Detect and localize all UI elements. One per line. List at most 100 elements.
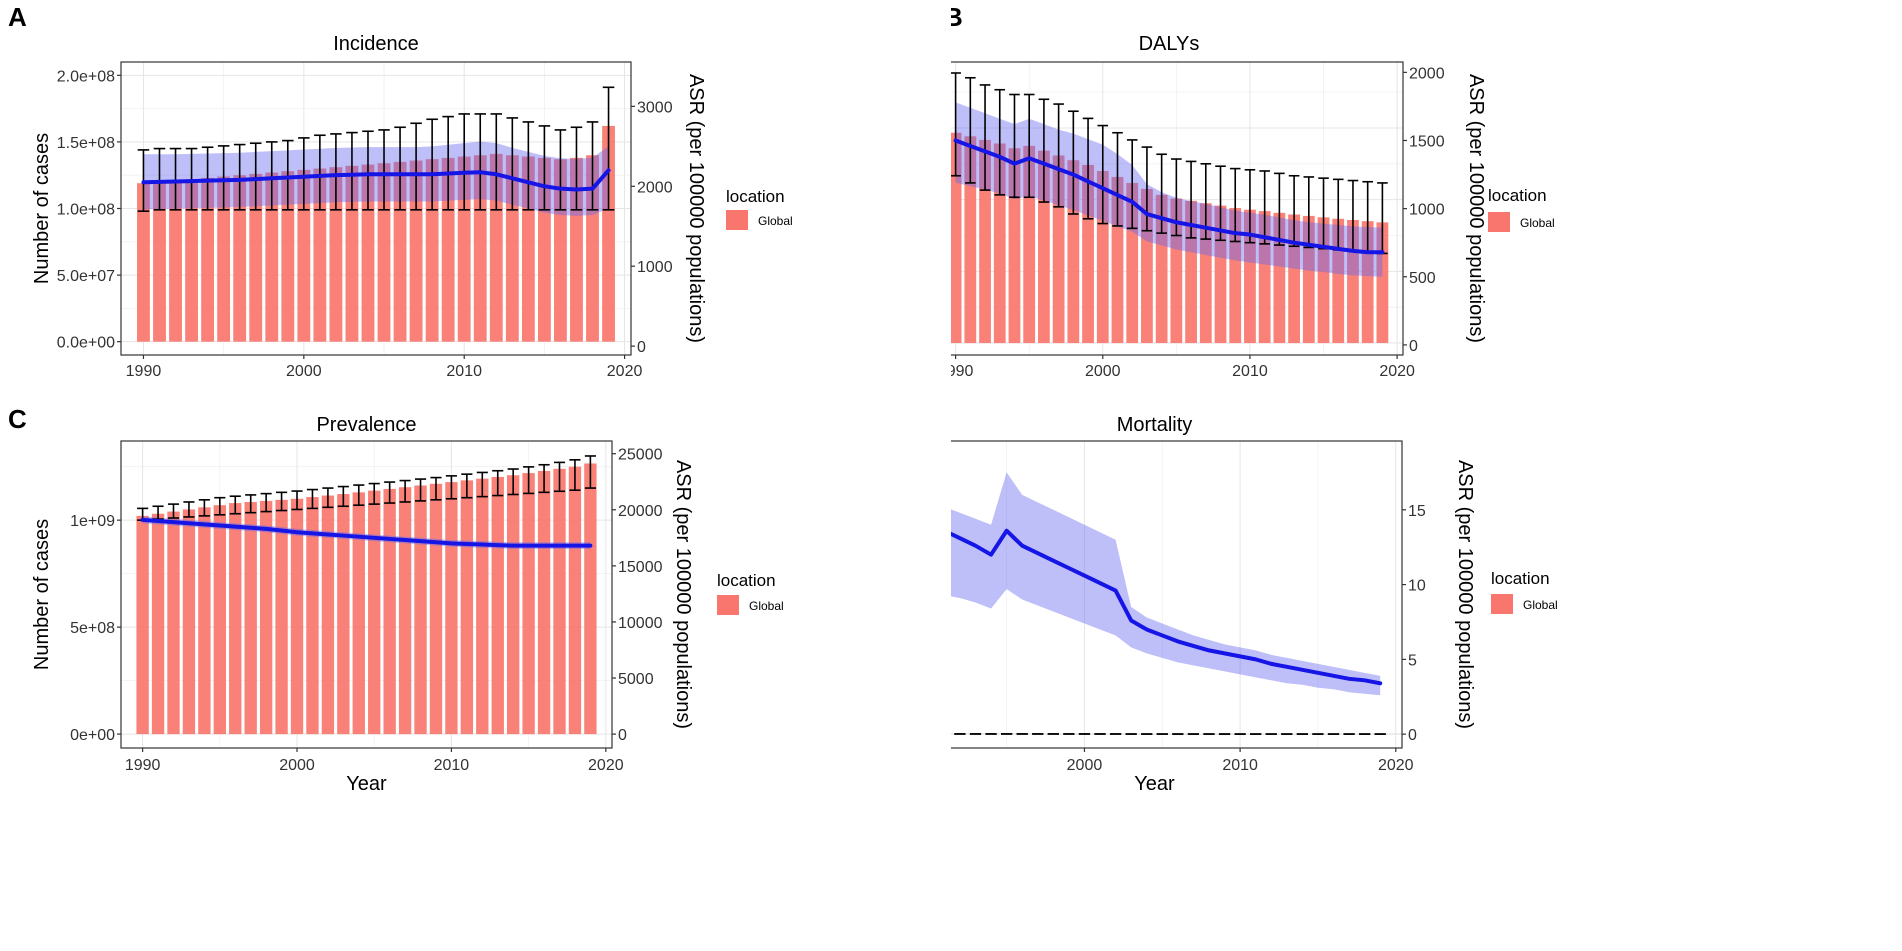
bar (337, 494, 350, 735)
x-tick-label: 2020 (1378, 757, 1414, 774)
error-bar (522, 121, 535, 211)
x-axis-title: Year (1134, 773, 1175, 795)
bar (1273, 212, 1286, 344)
y2-tick-label: 15 (1408, 503, 1426, 520)
error-bar (394, 126, 406, 211)
bar (537, 157, 551, 342)
bar (425, 159, 439, 342)
bar (1347, 219, 1359, 344)
bar (1376, 222, 1389, 344)
bar (1023, 145, 1036, 344)
bar (1082, 165, 1094, 344)
y-tick-label: 1.0e+08 (57, 202, 115, 219)
bar (473, 155, 487, 342)
bar (383, 488, 396, 735)
panel-prevalence: 1990 2000 2010 2020 0e+00 5e+08 1e+09 0 5000 1000… (0, 404, 951, 951)
bar (1141, 188, 1153, 344)
legend-title: location (726, 187, 785, 206)
x-tick-label: 1990 (126, 363, 162, 380)
error-bar (1141, 146, 1153, 232)
x-tick-label: 2010 (1222, 757, 1258, 774)
bar (429, 483, 443, 735)
error-bar (217, 145, 230, 211)
bar (568, 466, 582, 735)
y2-tick-label: 5 (1408, 652, 1417, 669)
x-tick-label: 2000 (279, 757, 315, 774)
error-bar (410, 122, 422, 211)
legend-swatch (717, 595, 739, 615)
bar (244, 501, 257, 735)
y-tick-label: 2.0e+08 (57, 68, 115, 85)
error-bar (1112, 131, 1123, 227)
error-bar (1038, 98, 1050, 203)
error-bar (492, 469, 504, 497)
bar (505, 155, 519, 342)
error-bar (1229, 167, 1241, 243)
bar (1288, 214, 1300, 344)
y2-tick-label: 5000 (618, 671, 654, 688)
legend-swatch (1488, 212, 1510, 232)
y2-tick-label: 15000 (618, 559, 663, 576)
bar-series (136, 463, 597, 735)
y-axis-title: Number of cases (31, 519, 53, 670)
bar (213, 505, 226, 735)
bar (151, 513, 165, 735)
y-tick-label: 5.0e+07 (57, 268, 115, 285)
error-bar (260, 492, 272, 513)
x-tick-label: 1990 (125, 757, 161, 774)
bar (1332, 218, 1345, 344)
x-axis-title: Year (346, 773, 387, 795)
bar (584, 463, 597, 735)
error-bar (414, 478, 427, 502)
bar (259, 500, 273, 735)
y-axis-title: Number of cases (31, 133, 53, 284)
bar (265, 172, 279, 342)
error-bar (314, 134, 326, 211)
error-bars (137, 455, 596, 521)
error-bar (476, 471, 488, 498)
error-bar (322, 487, 334, 509)
bar (476, 478, 489, 735)
error-bar (167, 503, 180, 519)
bar (409, 160, 423, 342)
chart-title: DALYs (1139, 33, 1200, 55)
bar (137, 183, 150, 342)
bar (313, 168, 327, 342)
asr-line (953, 138, 1385, 255)
y2-axis-title: ASR (per 100000 populations) (1465, 74, 1487, 343)
bar (586, 155, 599, 342)
error-bar (282, 139, 294, 211)
bar (964, 136, 977, 344)
error-bars (137, 86, 615, 212)
chart-svg: 1990200020102020025000050000075000010000… (951, 414, 1558, 795)
error-bar (426, 118, 438, 211)
y2-axis-title: ASR (per 100000 populations) (672, 460, 694, 729)
error-bar (306, 488, 319, 510)
panel-label: C (8, 404, 27, 434)
bar (602, 125, 615, 342)
error-bar (368, 482, 380, 505)
y-tick-label: 1.5e+08 (57, 135, 115, 152)
error-bar (490, 113, 503, 211)
error-bar (1068, 110, 1079, 215)
error-bar (399, 479, 411, 503)
bar (377, 163, 391, 342)
bar (1361, 221, 1374, 344)
bar (537, 470, 551, 735)
error-bar (330, 133, 342, 211)
y-tick-label: 1e+09 (70, 513, 115, 530)
asr-line (951, 528, 1383, 686)
error-bar (1215, 165, 1226, 242)
error-bar (994, 88, 1006, 196)
bar (368, 490, 381, 735)
error-bar (1082, 117, 1094, 220)
error-bar (430, 476, 442, 501)
error-bar (1274, 172, 1285, 246)
bar (1038, 150, 1050, 344)
error-bar (569, 459, 581, 492)
bar (979, 139, 991, 344)
bar (329, 167, 343, 342)
error-bar (538, 463, 550, 494)
bar (1229, 208, 1242, 344)
bar (233, 175, 247, 342)
